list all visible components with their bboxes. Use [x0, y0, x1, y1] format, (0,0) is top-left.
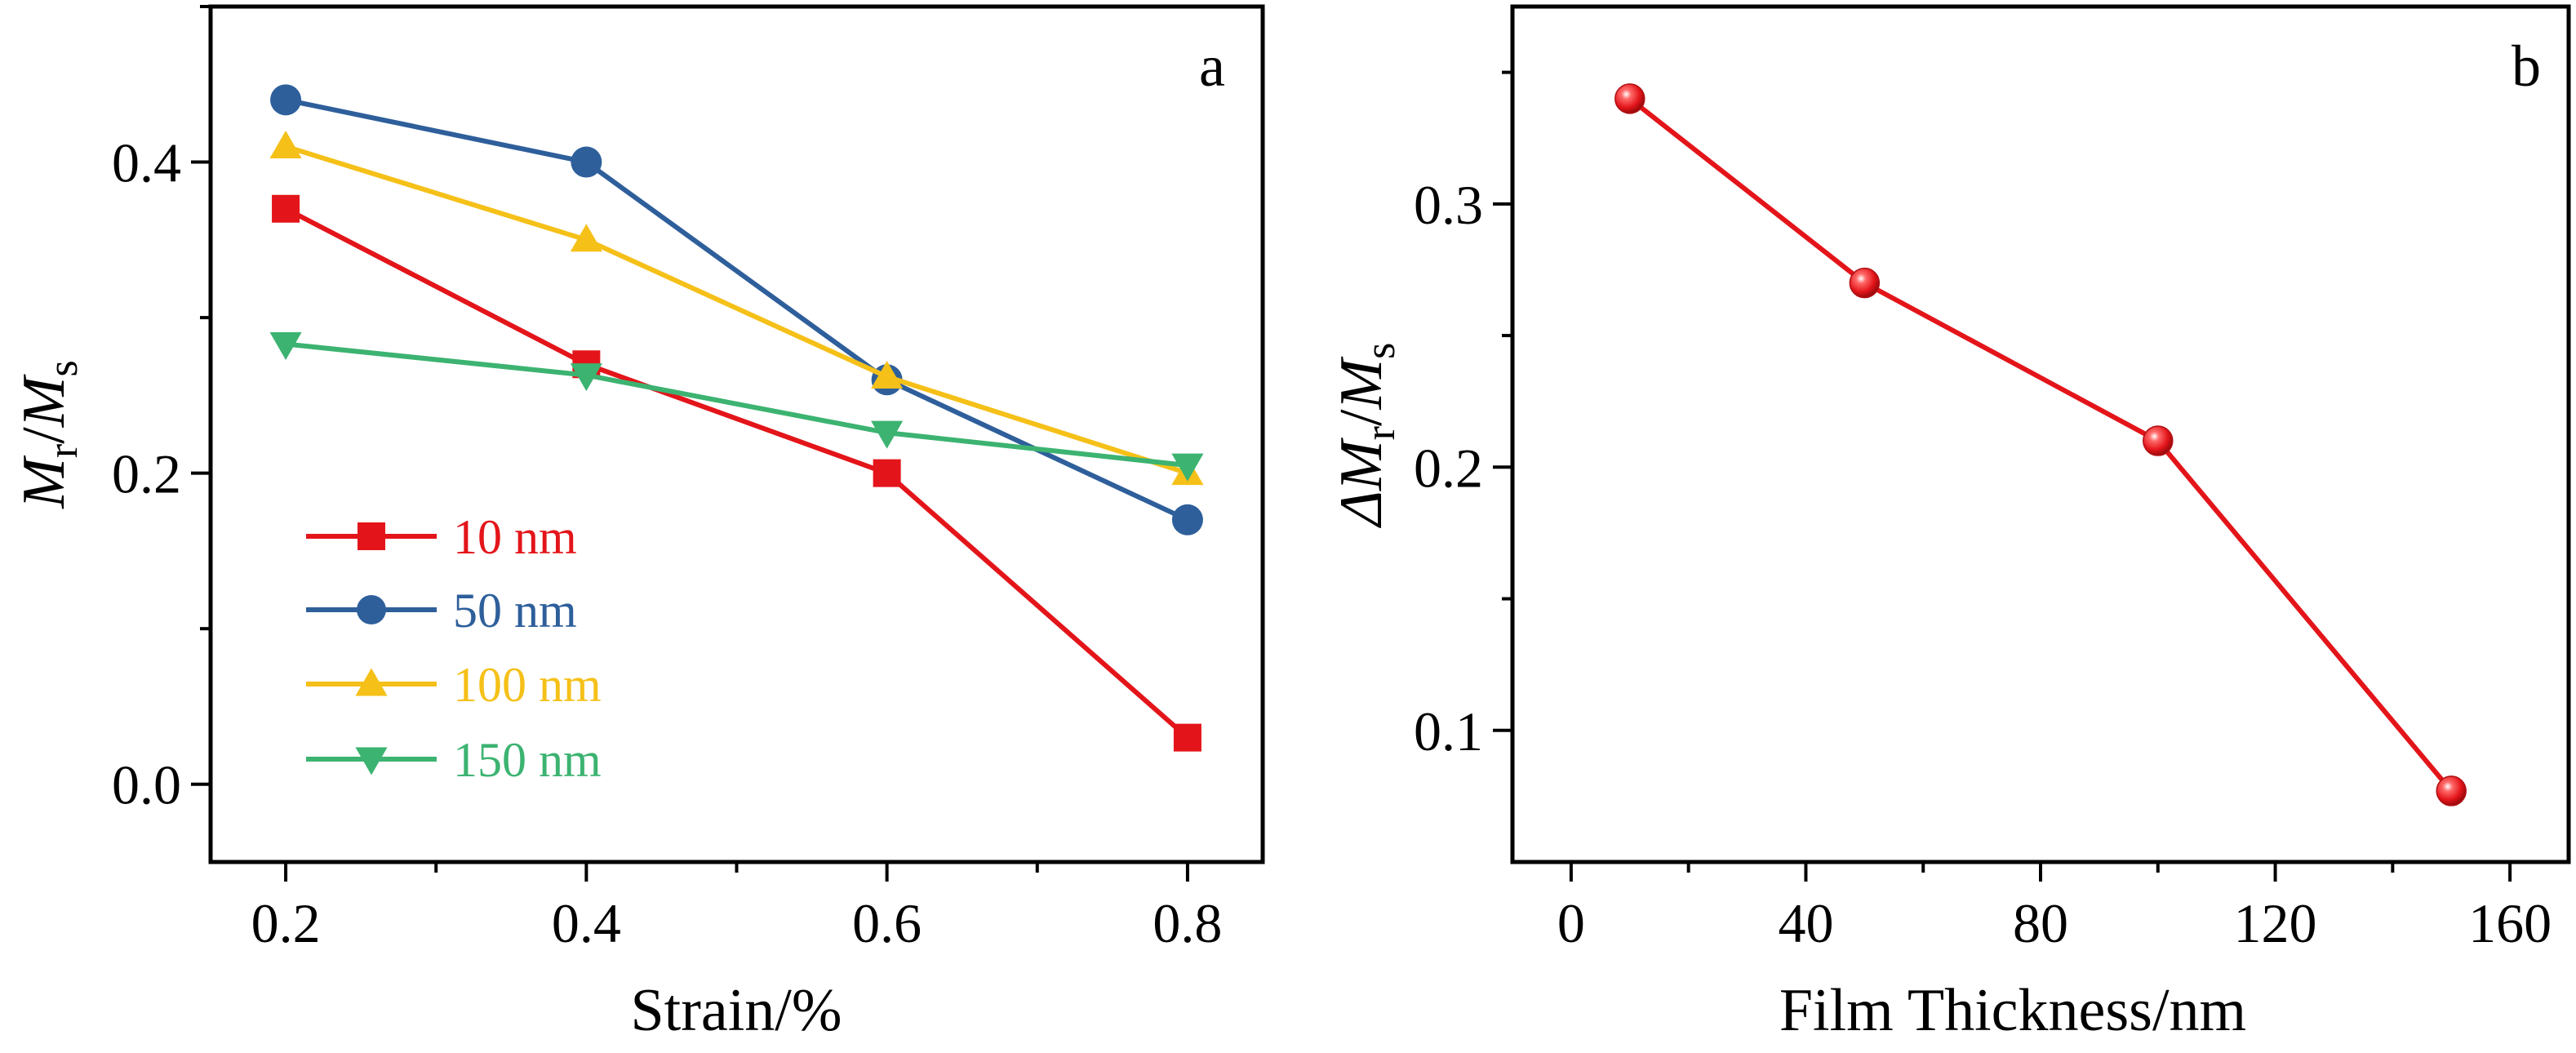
legend-label: 100 nm	[453, 658, 602, 712]
panel-b-ticks	[1493, 70, 2512, 882]
legend-marker	[355, 668, 388, 696]
panel-b-axes-frame	[1510, 4, 2571, 864]
legend-label: 50 nm	[453, 584, 577, 638]
series-3	[269, 332, 1204, 482]
series-line	[284, 207, 1189, 740]
series-0	[1614, 83, 2467, 806]
series-line	[1628, 96, 2454, 793]
panel-a-x-tick-labels: 0.2 0.4 0.6 0.8	[251, 892, 1223, 954]
y-tick-label: 0.3	[1414, 174, 1483, 236]
data-point	[1171, 504, 1203, 535]
panel-b-label: b	[2512, 33, 2541, 99]
data-point	[571, 146, 602, 178]
legend-label: 150 nm	[453, 733, 602, 787]
series-line	[285, 144, 1188, 476]
panel-a-x-axis-title: Strain/%	[631, 977, 842, 1044]
legend-item-150nm: 150 nm	[306, 733, 602, 787]
data-point	[570, 363, 602, 392]
y-tick-label: 0.0	[112, 754, 181, 816]
data-point	[570, 224, 602, 252]
legend-marker	[355, 747, 388, 775]
data-point	[1849, 267, 1881, 299]
panel-a-y-tick-labels: 0.0 0.2 0.4	[112, 132, 181, 816]
x-tick-label: 0.6	[852, 892, 922, 954]
x-tick-label: 40	[1778, 892, 1833, 954]
x-tick-label: 0.8	[1153, 892, 1222, 954]
panel-b-y-axis-title: ΔMr/Ms	[1328, 343, 1404, 529]
series-line	[285, 341, 1188, 469]
x-tick-label: 80	[2013, 892, 2068, 954]
legend-label: 10 nm	[453, 510, 577, 564]
x-tick-label: 160	[2468, 892, 2552, 954]
data-point	[1171, 453, 1204, 482]
panel-b-x-tick-labels: 0 40 80 120 160	[1557, 892, 2552, 954]
y-title-part: r	[1357, 426, 1404, 440]
y-tick-label: 0.2	[112, 443, 181, 505]
y-title-part: M	[11, 455, 78, 509]
data-point	[2436, 775, 2467, 806]
legend-marker	[357, 595, 386, 624]
y-title-part: /	[1328, 409, 1395, 426]
y-tick-label: 0.4	[112, 132, 181, 194]
y-title-part: ΔM	[1328, 437, 1395, 528]
y-tick-label: 0.2	[1414, 437, 1483, 499]
data-point	[873, 459, 901, 487]
panel-a-series	[269, 84, 1204, 752]
panel-a: 0.2 0.4 0.6 0.8 0.0 0.2 0.4 a Strain/% M…	[11, 4, 1265, 1044]
y-title-part: s	[40, 360, 87, 376]
y-title-part: r	[40, 444, 87, 458]
data-point	[2143, 425, 2174, 456]
x-tick-label: 0	[1557, 892, 1585, 954]
panel-b-y-tick-labels: 0.1 0.2 0.3	[1414, 174, 1483, 762]
panel-b: 0 40 80 120 160 0.1 0.2 0.3 b Film Thick…	[1328, 4, 2571, 1044]
data-point	[270, 84, 302, 116]
data-point	[1614, 83, 1646, 114]
y-title-part: s	[1357, 343, 1404, 359]
panel-a-axes-frame	[208, 4, 1265, 864]
x-tick-label: 120	[2234, 892, 2317, 954]
legend-item-10nm: 10 nm	[306, 510, 577, 564]
panel-b-x-axis-title: Film Thickness/nm	[1779, 977, 2246, 1044]
y-title-part: M	[11, 373, 78, 428]
series-2	[269, 130, 1204, 486]
panel-b-series	[1614, 83, 2467, 806]
panel-a-label: a	[1199, 33, 1225, 99]
x-tick-label: 0.2	[251, 892, 321, 954]
legend-item-100nm: 100 nm	[306, 658, 602, 712]
data-point	[1173, 723, 1201, 752]
data-point	[272, 194, 300, 223]
legend-item-50nm: 50 nm	[306, 584, 577, 638]
data-point	[269, 130, 302, 158]
y-title-part: /	[11, 427, 78, 444]
panel-a-y-axis-title: Mr/Ms	[11, 360, 87, 509]
y-title-part: M	[1328, 355, 1395, 410]
legend-marker	[358, 522, 385, 550]
data-point	[269, 332, 302, 361]
y-tick-label: 0.1	[1414, 700, 1483, 762]
data-point	[871, 360, 904, 389]
panel-a-ticks	[191, 5, 1189, 882]
panel-a-legend: 10 nm 50 nm 100 nm 150 nm	[306, 510, 602, 787]
x-tick-label: 0.4	[552, 892, 621, 954]
data-point	[871, 420, 904, 449]
series-0	[272, 194, 1201, 752]
